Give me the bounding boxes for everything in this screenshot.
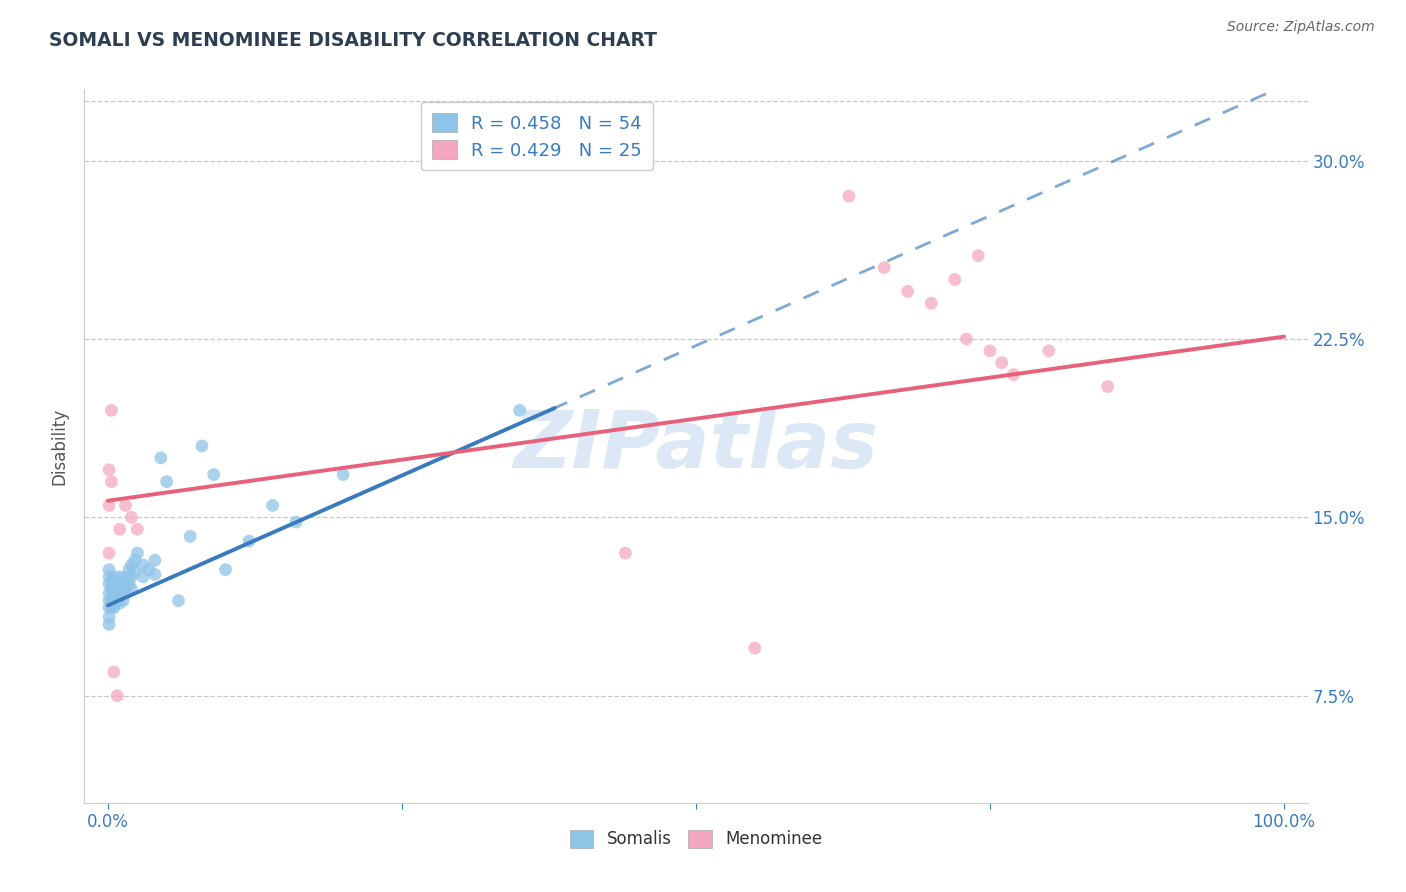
Point [105, 593, 128, 607]
Point [100, 600, 122, 615]
Point [100, 475, 122, 489]
Point [105, 689, 128, 703]
Point [103, 570, 125, 584]
Point [149, 450, 172, 465]
Point [98, 617, 121, 632]
Point [98, 570, 121, 584]
Point [943, 272, 966, 286]
Point [214, 563, 236, 577]
Point [120, 558, 142, 572]
Point [179, 529, 201, 543]
Point [167, 593, 190, 607]
Point [98, 499, 121, 513]
Point [98, 586, 121, 600]
Point [955, 332, 977, 346]
Point [118, 563, 141, 577]
Point [98, 593, 121, 607]
Point [120, 510, 142, 524]
Point [108, 570, 131, 584]
Point [103, 600, 125, 615]
Point [98, 600, 121, 615]
Point [143, 553, 166, 567]
Point [98, 577, 121, 591]
Point [744, 641, 766, 656]
Point [191, 439, 214, 453]
Point [108, 586, 131, 600]
Point [100, 574, 122, 589]
Point [838, 189, 860, 203]
Point [120, 582, 142, 596]
Point [103, 593, 125, 607]
Y-axis label: Disability: Disability [51, 408, 69, 484]
Point [920, 296, 942, 310]
Point [285, 515, 308, 529]
Point [124, 565, 146, 579]
Point [156, 475, 179, 489]
Point [897, 285, 920, 299]
Text: SOMALI VS MENOMINEE DISABILITY CORRELATION CHART: SOMALI VS MENOMINEE DISABILITY CORRELATI… [49, 31, 657, 50]
Text: ZIPatlas: ZIPatlas [513, 407, 879, 485]
Point [873, 260, 896, 275]
Point [991, 356, 1014, 370]
Point [108, 522, 131, 536]
Point [118, 577, 141, 591]
Point [100, 591, 122, 606]
Point [105, 586, 128, 600]
Legend: Somalis, Menominee: Somalis, Menominee [564, 823, 828, 855]
Point [112, 586, 135, 600]
Point [614, 546, 637, 560]
Point [1002, 368, 1025, 382]
Point [112, 574, 135, 589]
Point [112, 593, 135, 607]
Point [1097, 379, 1119, 393]
Point [124, 553, 146, 567]
Point [120, 570, 142, 584]
Point [100, 403, 122, 417]
Point [98, 610, 121, 624]
Point [105, 582, 128, 596]
Point [132, 558, 155, 572]
Text: Source: ZipAtlas.com: Source: ZipAtlas.com [1227, 20, 1375, 34]
Point [1038, 343, 1060, 358]
Point [108, 596, 131, 610]
Point [262, 499, 284, 513]
Point [509, 403, 531, 417]
Point [238, 534, 260, 549]
Point [127, 546, 149, 560]
Point [979, 343, 1001, 358]
Point [103, 586, 125, 600]
Point [114, 570, 136, 584]
Point [332, 467, 354, 482]
Point [967, 249, 990, 263]
Point [100, 582, 122, 596]
Point [132, 570, 155, 584]
Point [114, 582, 136, 596]
Point [202, 467, 225, 482]
Point [103, 665, 125, 679]
Point [127, 522, 149, 536]
Point [143, 567, 166, 582]
Point [114, 499, 136, 513]
Point [108, 577, 131, 591]
Point [103, 577, 125, 591]
Point [98, 463, 121, 477]
Point [98, 546, 121, 560]
Point [98, 563, 121, 577]
Point [138, 563, 160, 577]
